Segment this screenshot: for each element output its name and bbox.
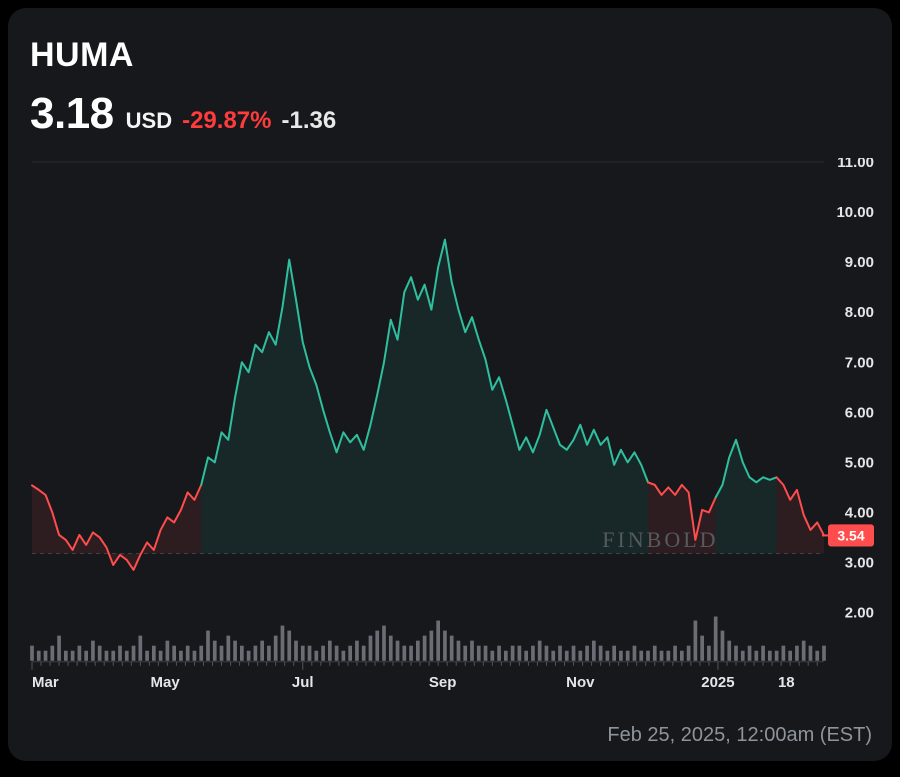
- svg-text:Mar: Mar: [32, 674, 59, 691]
- svg-text:8.00: 8.00: [845, 304, 874, 321]
- svg-text:3.00: 3.00: [845, 554, 874, 571]
- current-price: 3.18: [30, 89, 114, 139]
- price-line: 3.18 USD -29.87% -1.36: [30, 89, 874, 139]
- svg-text:5.00: 5.00: [845, 454, 874, 471]
- pct-change: -29.87%: [182, 107, 271, 135]
- price-chart[interactable]: 2.00 3.00 4.00 5.00 6.00 7.00 8.00 9.00 10.00 11.…: [26, 158, 880, 701]
- svg-text:11.00: 11.00: [837, 158, 874, 171]
- svg-text:18: 18: [778, 674, 795, 691]
- ticker-symbol: HUMA: [30, 36, 874, 75]
- chart-card: HUMA 3.18 USD -29.87% -1.36 2.00 3.00 4.00…: [8, 8, 892, 761]
- svg-text:4.00: 4.00: [845, 504, 874, 521]
- svg-text:2025: 2025: [701, 674, 734, 691]
- svg-text:6.00: 6.00: [845, 404, 874, 421]
- svg-text:Sep: Sep: [429, 674, 457, 691]
- svg-text:2.00: 2.00: [845, 605, 874, 622]
- currency-label: USD: [126, 108, 172, 134]
- svg-text:Nov: Nov: [566, 674, 595, 691]
- svg-text:3.54: 3.54: [837, 527, 864, 543]
- abs-change: -1.36: [281, 107, 336, 135]
- svg-text:10.00: 10.00: [836, 204, 874, 221]
- svg-text:9.00: 9.00: [845, 254, 874, 271]
- chart-header: HUMA 3.18 USD -29.87% -1.36: [30, 36, 874, 139]
- svg-text:May: May: [151, 674, 181, 691]
- timestamp-label: Feb 25, 2025, 12:00am (EST): [607, 724, 872, 747]
- svg-text:Jul: Jul: [292, 674, 314, 691]
- svg-text:7.00: 7.00: [845, 354, 874, 371]
- chart-svg: 2.00 3.00 4.00 5.00 6.00 7.00 8.00 9.00 10.00 11.…: [26, 158, 880, 701]
